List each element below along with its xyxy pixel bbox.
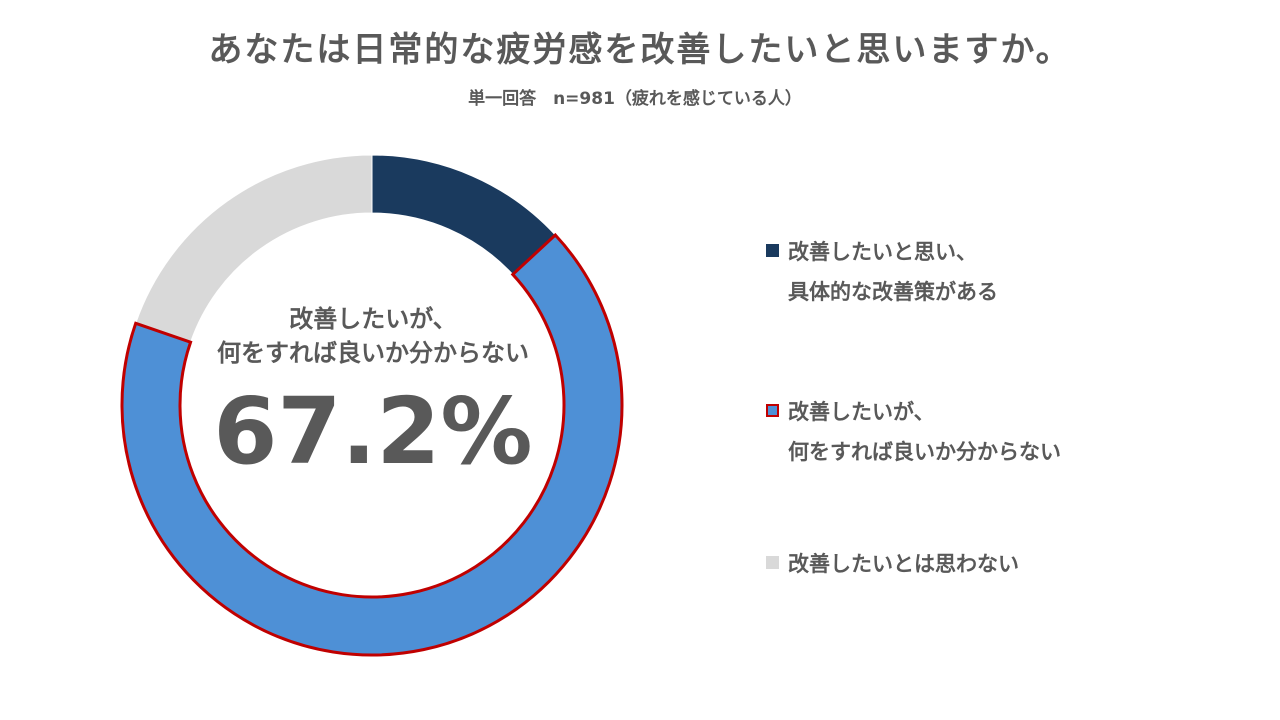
legend-label-no-idea-line2: 何をすれば良いか分からない [788, 440, 1061, 464]
legend-label-has-plan-line1: 改善したいと思い、 [788, 240, 977, 264]
legend-label-no-idea-line1: 改善したいが、 [788, 400, 935, 424]
legend-swatch-no-wish [766, 556, 779, 569]
legend-label-has-plan-line2: 具体的な改善策がある [788, 280, 998, 304]
center-value: 67.2% [213, 378, 533, 485]
center-label-line1: 改善したいが、 [289, 305, 457, 333]
center-annotation: 改善したいが、 何をすれば良いか分からない 67.2% [183, 302, 563, 484]
slice-has-plan [371, 154, 557, 276]
slice-no-wish [135, 154, 373, 343]
chart-title: あなたは日常的な疲労感を改善したいと思いますか。 [208, 30, 1072, 70]
legend-swatch-no-idea [766, 404, 779, 417]
legend-swatch-has-plan [766, 244, 779, 257]
legend-label-no-wish: 改善したいとは思わない [788, 552, 1019, 576]
slice-no-idea [120, 232, 624, 657]
chart-subtitle: 単一回答 n=981（疲れを感じている人） [468, 89, 802, 109]
center-label-line2: 何をすれば良いか分からない [217, 339, 529, 367]
